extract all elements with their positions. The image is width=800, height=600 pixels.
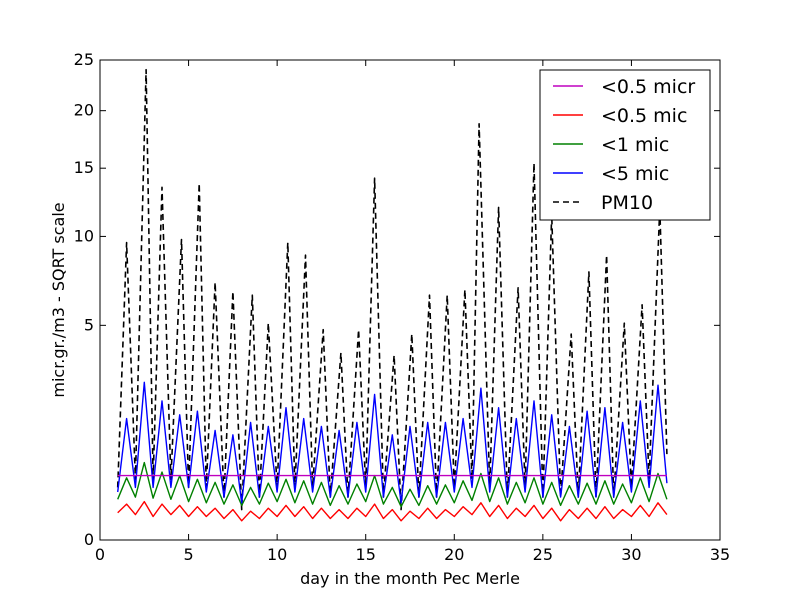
x-tick-label: 10: [267, 545, 287, 564]
x-tick-label: 25: [533, 545, 553, 564]
y-tick-label: 15: [74, 158, 94, 177]
x-tick-label: 30: [621, 545, 641, 564]
y-tick-label: 0: [84, 530, 94, 549]
x-tick-label: 15: [356, 545, 376, 564]
legend-items: <0.5 micr <0.5 mic <1 mic <5 mic PM10: [553, 76, 695, 214]
series-layer: [116, 68, 668, 522]
plot-frame: [99, 59, 721, 541]
x-tick-label: 20: [444, 545, 464, 564]
legend-label: <5 mic: [601, 163, 669, 185]
x-tick-label: 35: [710, 545, 730, 564]
y-tick-label: 25: [74, 50, 94, 69]
y-tick-label: 20: [74, 101, 94, 120]
series-line-1: [117, 500, 668, 522]
legend: <0.5 micr <0.5 mic <1 mic <5 mic PM10: [539, 69, 711, 221]
legend-label: <1 mic: [601, 134, 669, 156]
x-tick-label: 5: [183, 545, 193, 564]
legend-label: <0.5 mic: [601, 105, 687, 127]
legend-label: <0.5 micr: [601, 76, 695, 98]
legend-label: PM10: [601, 192, 653, 214]
y-tick-label: 5: [84, 315, 94, 334]
series-line-3: [117, 381, 668, 504]
y-tick-label: 10: [74, 226, 94, 245]
x-axis-label: day in the month Pec Merle: [300, 569, 520, 588]
series-line-2: [117, 461, 668, 508]
legend-frame: [539, 69, 711, 221]
y-axis-label: micr.gr./m3 - SQRT scale: [49, 202, 68, 397]
x-tick-label: 0: [95, 545, 105, 564]
ticks-layer: 0 5 10 15 20 25 30 35 0 5 10 15 20 25: [74, 50, 731, 564]
series-line-4: [116, 68, 668, 511]
